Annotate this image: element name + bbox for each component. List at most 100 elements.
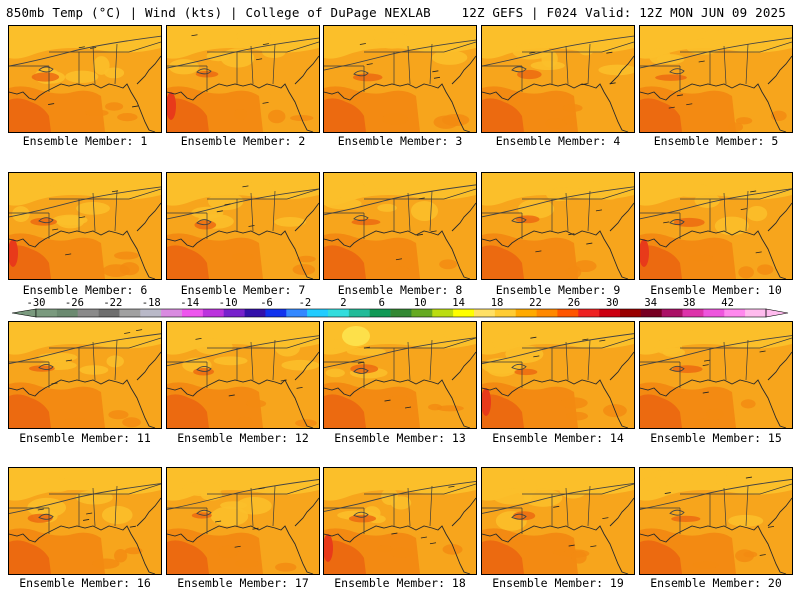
colorbar-tick-label: -2 (298, 297, 312, 309)
wind-barb (359, 43, 366, 45)
isotherm-contour (640, 188, 792, 220)
cool-patch (691, 468, 727, 485)
colorbar-swatch (640, 309, 663, 317)
hottest-patch (9, 239, 18, 267)
warm-patch (735, 117, 753, 125)
isotherm-contour (640, 478, 792, 510)
cool-patch (244, 181, 275, 193)
isotherm-closed (353, 70, 369, 77)
wind-barb (242, 185, 249, 188)
cool-shading (324, 468, 476, 501)
wind-barb (698, 60, 705, 63)
colorbar-swatch (411, 309, 433, 317)
temperature-map (9, 322, 161, 428)
colorbar-swatch (599, 309, 621, 317)
ensemble-map-panel (481, 321, 635, 429)
colorbar-tick-label: -18 (141, 297, 161, 309)
ensemble-member-label: Ensemble Member: 8 (337, 283, 463, 297)
hot-shading (482, 394, 524, 428)
hottest-patch (482, 388, 491, 416)
cool-patch (390, 496, 412, 510)
wind-barb (228, 394, 235, 397)
hot-shading (9, 245, 51, 279)
atlantic-coastline (294, 55, 319, 85)
state-borders (167, 337, 319, 388)
warm-patch (436, 405, 464, 412)
colorbar-tick-label: 10 (413, 297, 427, 309)
cool-patch (346, 347, 386, 356)
cool-patch (530, 61, 565, 71)
ensemble-member-label: Ensemble Member: 16 (19, 576, 151, 590)
ensemble-map-panel (166, 172, 320, 280)
hottest-patch (640, 239, 649, 267)
state-borders (640, 483, 792, 534)
wind-barb (433, 76, 441, 79)
colorbar-tick-label: -30 (26, 297, 46, 309)
wind-barb (191, 34, 198, 37)
colorbar-swatch (703, 309, 725, 317)
ensemble-member-label: Ensemble Member: 7 (180, 283, 306, 297)
isotherm-closed (196, 68, 212, 75)
cool-patch (512, 43, 551, 60)
ensemble-member-label: Ensemble Member: 2 (180, 134, 306, 148)
atlantic-coastline (451, 351, 476, 381)
wind-barb (404, 406, 412, 409)
cool-patch (79, 365, 109, 375)
ensemble-member-label: Ensemble Member: 4 (495, 134, 621, 148)
warm-patch (117, 113, 138, 122)
isotherm-closed (38, 217, 54, 224)
cool-shading (640, 468, 792, 501)
hot-shading (640, 394, 682, 428)
wind-barb (216, 210, 223, 213)
colorbar-swatch (745, 309, 767, 317)
gulf-coastline (482, 230, 629, 279)
cool-patch (714, 216, 749, 236)
wind-barb (529, 51, 536, 54)
wind-barb (590, 545, 597, 548)
wind-barb (568, 544, 575, 547)
colorbar-swatch (494, 309, 517, 317)
ensemble-map-panel (323, 25, 477, 133)
wind-barb (430, 230, 437, 233)
wind-barb (215, 520, 222, 523)
warm-patch (92, 558, 120, 569)
wind-barb (759, 554, 766, 556)
state-borders (324, 483, 476, 534)
isotherm-closed (38, 513, 54, 520)
wind-barb (586, 242, 593, 245)
colorbar-swatch (661, 309, 683, 317)
cool-patch (362, 176, 399, 189)
isotherm-closed (353, 511, 369, 518)
isotherm-contour (324, 337, 476, 369)
cool-patch (492, 332, 514, 353)
state-borders (9, 483, 161, 534)
cool-patch (106, 355, 124, 368)
wind-barb (740, 208, 747, 210)
warm-patch (757, 264, 774, 275)
state-borders (9, 188, 161, 239)
colorbar-tick-label: -26 (64, 297, 84, 309)
isotherm-closed (353, 215, 369, 222)
warm-streak (517, 69, 542, 80)
warm-patch (234, 559, 260, 568)
ensemble-member-label: Ensemble Member: 19 (492, 576, 624, 590)
warm-patch (688, 254, 714, 262)
temperature-map (9, 173, 161, 279)
isotherm-closed (196, 366, 212, 372)
colorbar-swatch (307, 309, 329, 317)
atlantic-coastline (609, 351, 634, 381)
colorbar-swatch (390, 309, 412, 317)
colorbar-low-arrow (11, 308, 37, 318)
colorbar-swatch (286, 309, 308, 317)
colorbar-swatch (98, 309, 120, 317)
hot-shading (324, 245, 366, 279)
colorbar-swatch (474, 309, 496, 317)
isotherm-closed (38, 364, 54, 370)
warm-patch (399, 255, 412, 270)
atlantic-coastline (767, 55, 792, 85)
run-valid-time: 12Z GEFS | F024 Valid: 12Z MON JUN 09 20… (461, 5, 786, 20)
isotherm-contour (167, 37, 319, 69)
hot-shading (167, 540, 209, 574)
wind-barb (262, 102, 269, 104)
wind-barb (595, 209, 603, 212)
